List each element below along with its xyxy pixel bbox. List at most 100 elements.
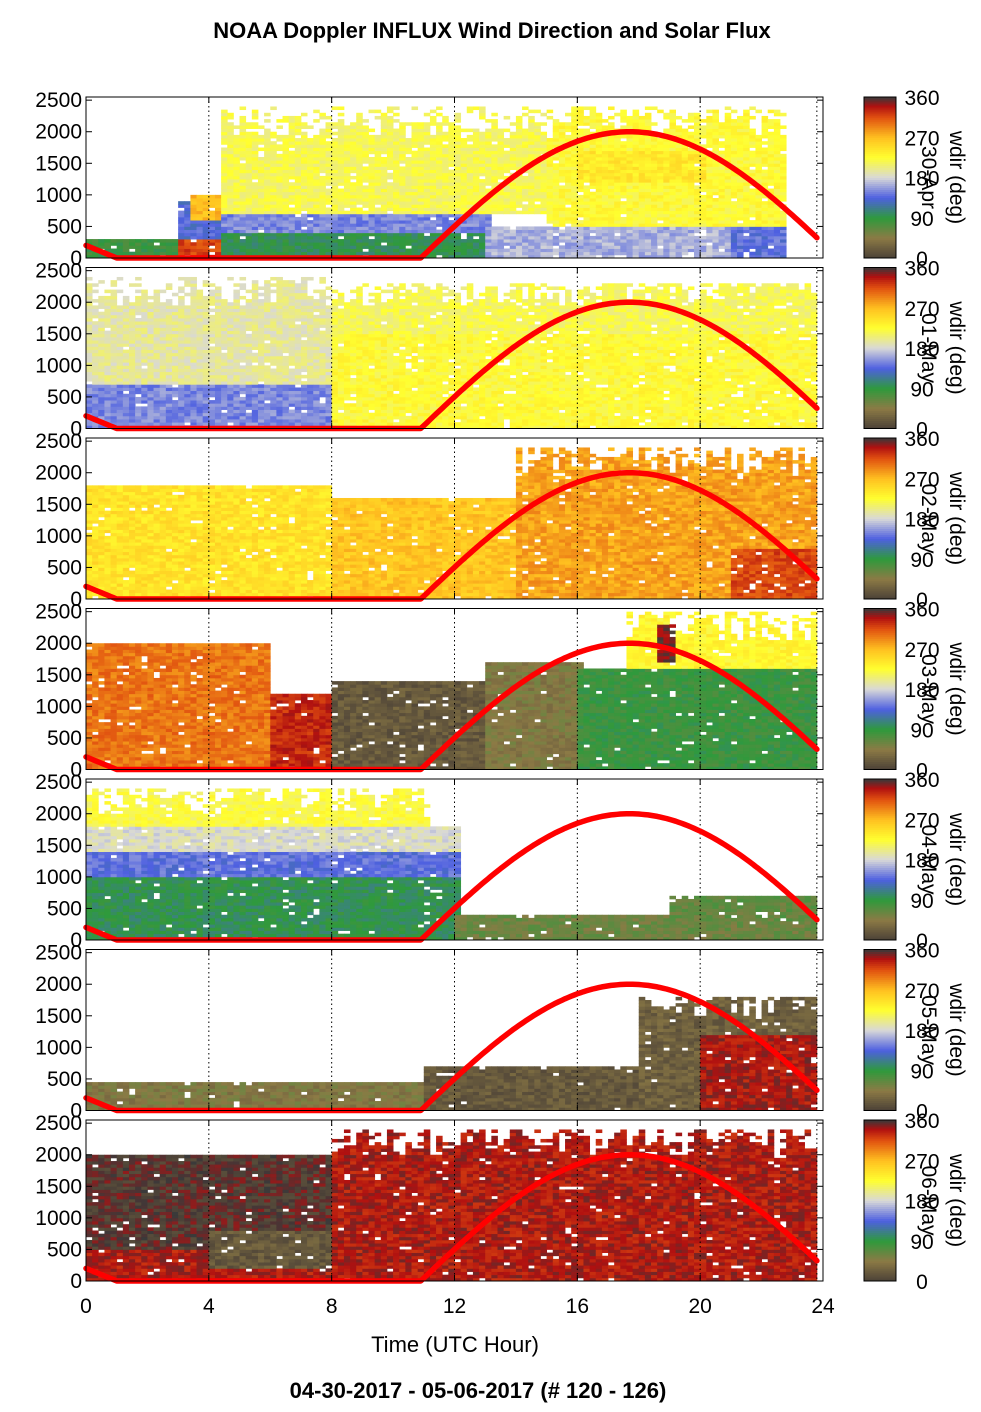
- heatmap-cell: [301, 233, 308, 237]
- heatmap-cell: [233, 141, 240, 145]
- heatmap-cell: [326, 230, 333, 234]
- heatmap-cell: [332, 189, 339, 193]
- heatmap-cell: [166, 252, 173, 256]
- heatmap-cell: [369, 179, 376, 183]
- heatmap-cell: [350, 195, 357, 199]
- heatmap-cell: [178, 220, 185, 224]
- heatmap-cell: [283, 148, 290, 152]
- heatmap-cell: [283, 192, 290, 196]
- heatmap-cell: [184, 242, 191, 246]
- heatmap-cell: [307, 179, 314, 183]
- heatmap-cell: [283, 211, 290, 215]
- heatmap-cell: [135, 252, 142, 256]
- heatmap-cell: [240, 195, 247, 199]
- heatmap-cell: [246, 141, 253, 145]
- heatmap-cell: [258, 148, 265, 152]
- heatmap-cell: [258, 207, 265, 211]
- heatmap-cell: [313, 166, 320, 170]
- heatmap-cell: [283, 173, 290, 177]
- heatmap-cell: [362, 236, 369, 240]
- heatmap-cell: [307, 252, 314, 256]
- heatmap-cell: [283, 195, 290, 199]
- heatmap-cell: [129, 242, 136, 246]
- heatmap-cell: [295, 148, 302, 152]
- heatmap-cell: [240, 122, 247, 126]
- heatmap-cell: [221, 122, 228, 126]
- heatmap-cell: [215, 204, 222, 208]
- heatmap-cell: [295, 236, 302, 240]
- heatmap-cell: [338, 189, 345, 193]
- heatmap-cell: [289, 135, 296, 139]
- heatmap-cell: [227, 125, 234, 129]
- heatmap-cell: [227, 207, 234, 211]
- heatmap-cell: [252, 176, 259, 180]
- heatmap-cell: [227, 170, 234, 174]
- heatmap-cell: [338, 144, 345, 148]
- heatmap-cell: [184, 245, 191, 249]
- heatmap-cell: [264, 220, 271, 224]
- heatmap-cell: [338, 233, 345, 237]
- heatmap-cell: [203, 249, 210, 253]
- heatmap-cell: [356, 214, 363, 218]
- heatmap-cell: [221, 125, 228, 129]
- heatmap-cell: [338, 226, 345, 230]
- heatmap-cell: [307, 220, 314, 224]
- heatmap-cell: [350, 176, 357, 180]
- heatmap-cell: [350, 239, 357, 243]
- heatmap-cell: [356, 176, 363, 180]
- heatmap-cell: [246, 242, 253, 246]
- heatmap-cell: [295, 116, 302, 120]
- heatmap-cell: [258, 217, 265, 221]
- heatmap-cell: [350, 220, 357, 224]
- heatmap-cell: [227, 233, 234, 237]
- heatmap-cell: [178, 217, 185, 221]
- heatmap-cell: [362, 160, 369, 164]
- heatmap-cell: [252, 125, 259, 129]
- heatmap-cell: [270, 217, 277, 221]
- heatmap-cell: [332, 201, 339, 205]
- heatmap-cell: [240, 138, 247, 142]
- heatmap-cell: [190, 223, 197, 227]
- heatmap-cell: [344, 182, 351, 186]
- heatmap-cell: [252, 170, 259, 174]
- heatmap-cell: [252, 151, 259, 155]
- heatmap-cell: [154, 245, 161, 249]
- heatmap-cell: [227, 204, 234, 208]
- heatmap-cell: [338, 195, 345, 199]
- heatmap-cell: [295, 189, 302, 193]
- heatmap-cell: [178, 204, 185, 208]
- heatmap-cell: [332, 233, 339, 237]
- heatmap-cell: [319, 182, 326, 186]
- heatmap-cell: [356, 189, 363, 193]
- heatmap-cell: [289, 239, 296, 243]
- heatmap-cell: [319, 211, 326, 215]
- heatmap-cell: [344, 179, 351, 183]
- heatmap-cell: [258, 179, 265, 183]
- heatmap-cell: [233, 148, 240, 152]
- heatmap-cell: [313, 173, 320, 177]
- heatmap-cell: [252, 185, 259, 189]
- heatmap-cell: [203, 211, 210, 215]
- heatmap-cell: [295, 132, 302, 136]
- heatmap-cell: [350, 170, 357, 174]
- heatmap-cell: [350, 182, 357, 186]
- heatmap-cell: [356, 157, 363, 161]
- heatmap-cell: [369, 226, 376, 230]
- heatmap-cell: [147, 252, 154, 256]
- heatmap-cell: [246, 207, 253, 211]
- heatmap-cell: [362, 176, 369, 180]
- heatmap-cell: [264, 135, 271, 139]
- heatmap-cell: [264, 192, 271, 196]
- heatmap-cell: [283, 144, 290, 148]
- heatmap-cell: [350, 236, 357, 240]
- heatmap-cell: [252, 223, 259, 227]
- heatmap-cell: [283, 160, 290, 164]
- heatmap-cell: [356, 217, 363, 221]
- heatmap-cell: [356, 173, 363, 177]
- heatmap-cell: [301, 166, 308, 170]
- heatmap-cell: [289, 182, 296, 186]
- heatmap-cell: [240, 204, 247, 208]
- heatmap-cell: [154, 249, 161, 253]
- heatmap-cell: [252, 233, 259, 237]
- heatmap-cell: [246, 157, 253, 161]
